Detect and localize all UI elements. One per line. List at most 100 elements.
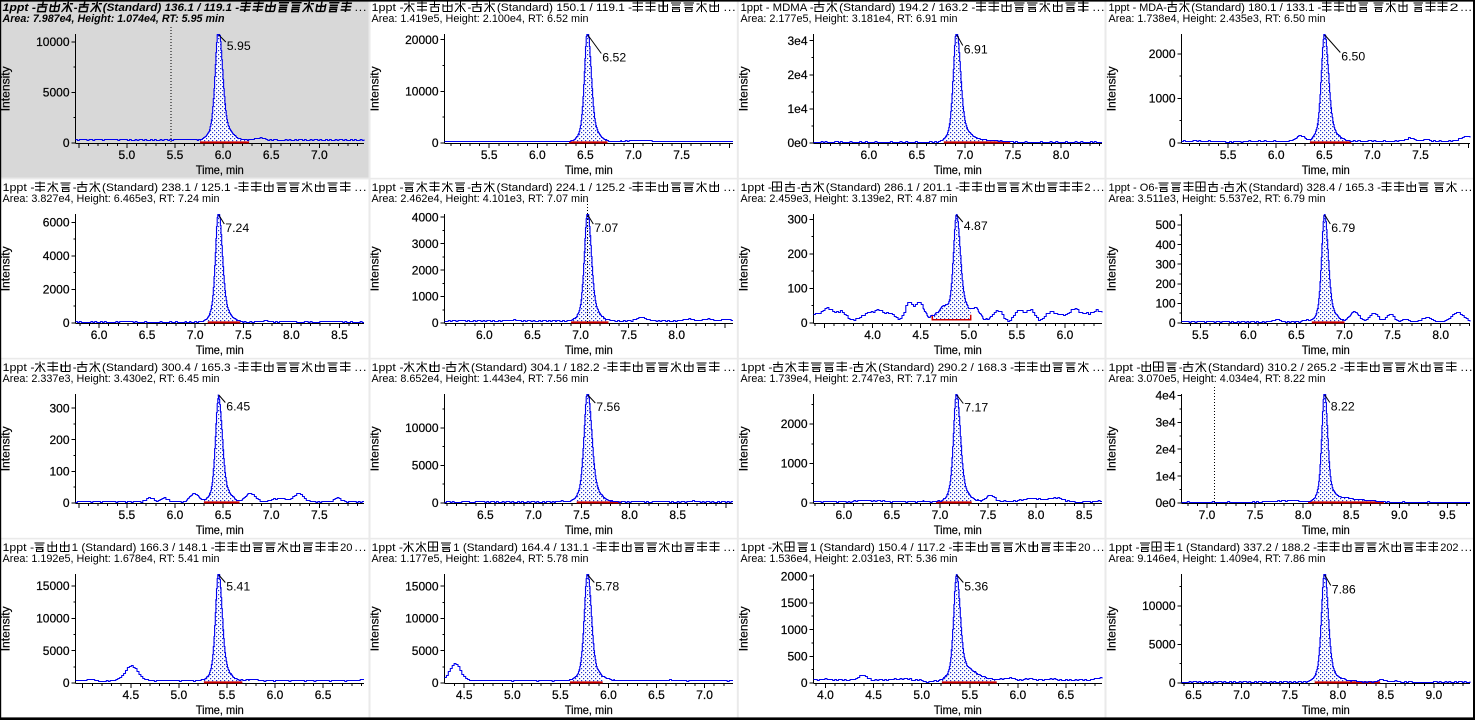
svg-text:-: -	[467, 182, 471, 194]
svg-text:1000: 1000	[412, 290, 439, 304]
svg-text:1000: 1000	[781, 457, 808, 471]
svg-text:5.41: 5.41	[226, 580, 250, 594]
svg-text:400: 400	[1155, 238, 1175, 252]
svg-text:Time, min: Time, min	[196, 523, 244, 537]
svg-text:2e4: 2e4	[787, 68, 807, 82]
svg-text:0: 0	[432, 676, 439, 690]
svg-text:Intensity: Intensity	[368, 246, 382, 291]
svg-text:(Standard) 194.2 / 163.2 -: (Standard) 194.2 / 163.2 -	[839, 2, 976, 14]
svg-text:6.0: 6.0	[529, 148, 546, 162]
svg-text:100: 100	[787, 282, 807, 296]
svg-text:7.0: 7.0	[1199, 508, 1216, 522]
svg-text:6.0: 6.0	[860, 148, 877, 162]
svg-text:Time, min: Time, min	[196, 343, 244, 357]
svg-text:200: 200	[49, 433, 69, 447]
svg-text:1 (Standard) 150.4 / 117.2 -: 1 (Standard) 150.4 / 117.2 -	[810, 542, 953, 554]
svg-text:1ppt -: 1ppt -	[741, 542, 773, 554]
svg-text:6.0: 6.0	[1240, 328, 1257, 342]
svg-text:6.5: 6.5	[1185, 688, 1202, 702]
svg-text:0: 0	[1169, 136, 1176, 150]
svg-text:6.5: 6.5	[648, 688, 665, 702]
svg-text:1 (Standard) 164.4 / 131.1 -: 1 (Standard) 164.4 / 131.1 -	[453, 542, 596, 554]
svg-text:Area: 3.511e3, Height: 5.537e2: Area: 3.511e3, Height: 5.537e2, RT: 6.79…	[1109, 193, 1326, 205]
svg-text:6.5: 6.5	[139, 328, 156, 342]
svg-text:1500: 1500	[781, 596, 808, 610]
svg-text:5000: 5000	[43, 644, 70, 658]
svg-text:-: -	[73, 362, 77, 374]
svg-text:4.5: 4.5	[122, 688, 139, 702]
svg-text:4.0: 4.0	[864, 328, 881, 342]
svg-text:6.5: 6.5	[884, 508, 901, 522]
svg-text:8.0: 8.0	[621, 508, 638, 522]
svg-text:Intensity: Intensity	[737, 66, 751, 111]
svg-text:Time, min: Time, min	[934, 163, 982, 177]
svg-text:Area: 8.652e4, Height: 1.443e4: Area: 8.652e4, Height: 1.443e4, RT: 7.56…	[372, 373, 589, 385]
svg-text:7.86: 7.86	[1332, 583, 1356, 597]
svg-text:1000: 1000	[781, 623, 808, 637]
svg-text:1ppt -: 1ppt -	[3, 182, 35, 194]
svg-text:5.0: 5.0	[119, 148, 136, 162]
svg-text:8.0: 8.0	[283, 328, 300, 342]
svg-text:10000: 10000	[1142, 599, 1176, 613]
svg-text:7.5: 7.5	[620, 328, 637, 342]
svg-text:8.5: 8.5	[669, 508, 686, 522]
svg-text:6.5: 6.5	[263, 148, 280, 162]
svg-text:1ppt - O6-: 1ppt - O6-	[1109, 182, 1159, 194]
svg-text:6.5: 6.5	[215, 508, 232, 522]
svg-text:-: -	[797, 182, 801, 194]
svg-text:8.0: 8.0	[1028, 508, 1045, 522]
svg-text:1ppt -: 1ppt -	[3, 2, 37, 14]
svg-text:Area: 1.738e4, Height: 2.435e3: Area: 1.738e4, Height: 2.435e3, RT: 6.50…	[1109, 13, 1326, 25]
svg-text:6.5: 6.5	[1316, 148, 1333, 162]
svg-text:1 (Standard) 166.3 / 148.1 -: 1 (Standard) 166.3 / 148.1 -	[72, 542, 215, 554]
svg-text:6.5: 6.5	[524, 328, 541, 342]
svg-text:Area: 1.419e5, Height: 2.100e4: Area: 1.419e5, Height: 2.100e4, RT: 6.52…	[372, 13, 589, 25]
svg-text:-: -	[73, 182, 77, 194]
svg-text:10000: 10000	[405, 612, 439, 626]
svg-text:Area: 3.827e4, Height: 6.465e3: Area: 3.827e4, Height: 6.465e3, RT: 7.24…	[3, 193, 220, 205]
svg-text:(Standard) 300.4 / 165.3 -: (Standard) 300.4 / 165.3 -	[102, 362, 238, 374]
svg-text:7.0: 7.0	[932, 508, 949, 522]
svg-text:7.5: 7.5	[573, 508, 590, 522]
svg-text:7.5: 7.5	[235, 328, 252, 342]
svg-text:5000: 5000	[43, 86, 70, 100]
svg-text:0: 0	[63, 496, 70, 510]
svg-text:1ppt -: 1ppt -	[372, 542, 404, 554]
svg-text:7.0: 7.0	[572, 328, 589, 342]
svg-text:0: 0	[63, 676, 70, 690]
svg-text:1ppt -: 1ppt -	[741, 362, 773, 374]
svg-text:5.5: 5.5	[961, 688, 978, 702]
svg-text:0: 0	[432, 136, 439, 150]
svg-text:8.5: 8.5	[1343, 508, 1360, 522]
svg-text:5.95: 5.95	[227, 39, 251, 53]
svg-text:100: 100	[49, 465, 69, 479]
svg-text:15000: 15000	[405, 579, 439, 593]
svg-text:7.07: 7.07	[594, 221, 618, 235]
svg-text:Area: 2.459e3, Height: 3.139e2: Area: 2.459e3, Height: 3.139e2, RT: 4.87…	[741, 193, 958, 205]
svg-text:...: ...	[355, 360, 368, 374]
svg-text:(Standard) 180.1 / 133.1 -: (Standard) 180.1 / 133.1 -	[1191, 2, 1321, 14]
svg-text:6.5: 6.5	[315, 688, 332, 702]
svg-text:7.5: 7.5	[1412, 148, 1429, 162]
svg-text:6.50: 6.50	[1341, 50, 1365, 64]
svg-text:2000: 2000	[781, 417, 808, 431]
svg-text:6.52: 6.52	[602, 51, 626, 65]
svg-text:4.87: 4.87	[964, 219, 988, 233]
svg-text:7.5: 7.5	[1005, 148, 1022, 162]
svg-text:1ppt -: 1ppt -	[3, 362, 35, 374]
svg-text:...: ...	[1093, 360, 1106, 374]
svg-text:0: 0	[1169, 676, 1176, 690]
svg-text:6.5: 6.5	[477, 508, 494, 522]
svg-text:4.5: 4.5	[865, 688, 882, 702]
svg-text:300: 300	[787, 213, 807, 227]
svg-text:Time, min: Time, min	[1302, 343, 1350, 357]
svg-text:Area: 2.177e5, Height: 3.181e4: Area: 2.177e5, Height: 3.181e4, RT: 6.91…	[741, 13, 958, 25]
svg-text:...: ...	[355, 540, 368, 554]
svg-text:(Standard) 310.2 / 265.2 -: (Standard) 310.2 / 265.2 -	[1208, 362, 1344, 374]
svg-text:Area: 2.462e4, Height: 4.101e3: Area: 2.462e4, Height: 4.101e3, RT: 7.07…	[372, 193, 589, 205]
svg-text:1ppt - MDMA -: 1ppt - MDMA -	[741, 2, 814, 14]
svg-text:5.36: 5.36	[964, 580, 988, 594]
svg-text:Time, min: Time, min	[934, 703, 982, 717]
svg-text:...: ...	[1093, 180, 1106, 194]
svg-text:10000: 10000	[405, 421, 439, 435]
